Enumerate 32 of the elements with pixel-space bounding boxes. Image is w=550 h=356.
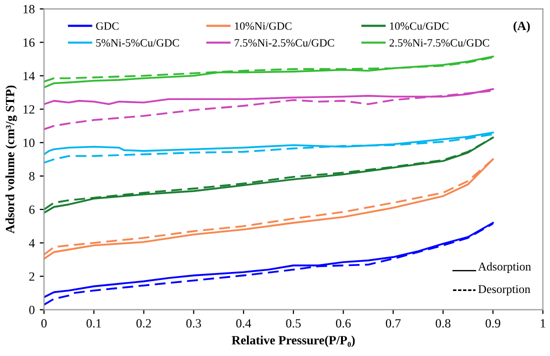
x-tick-label: 0.9 — [486, 319, 500, 328]
y-tick-label: 4 — [28, 238, 35, 248]
annotation: (A) — [514, 21, 530, 33]
legend-label: 2.5%Ni-7.5%Cu/GDC — [390, 39, 490, 47]
y-tick-label: 12 — [24, 105, 34, 114]
y-tick-label: 14 — [24, 72, 35, 80]
legend-label: 10%Cu/GDC — [390, 22, 448, 30]
x-tick-label: 0.2 — [136, 319, 151, 328]
y-tick-label: 10 — [24, 138, 34, 148]
x-tick-label: 0.8 — [436, 319, 450, 328]
y-tick-label: 8 — [29, 172, 34, 180]
legend-label: 10%Ni/GDC — [235, 22, 292, 30]
x-tick-label: 1 — [540, 319, 546, 328]
y-tick-label: 16 — [24, 38, 35, 47]
x-tick-label: 0.4 — [236, 319, 252, 328]
y-tick-label: 6 — [29, 206, 35, 214]
y-tick-label: 2 — [29, 272, 34, 281]
legend-label: 7.5%Ni-2.5%Cu/GDC — [234, 39, 334, 47]
x-tick-label: 0.1 — [86, 319, 101, 328]
x-tick-label: 0.5 — [286, 319, 301, 328]
y-tick-label: 18 — [24, 4, 34, 14]
x-axis-title: Relative Pressure(P/P₀) — [232, 336, 355, 347]
y-tick-label: 0 — [29, 306, 34, 314]
x-tick-label: 0.6 — [336, 319, 351, 328]
legend-label: GDC — [96, 22, 118, 30]
legend-label: 5%Ni-5%Cu/GDC — [96, 39, 179, 47]
x-tick-label: 0.7 — [386, 319, 401, 328]
annotation: Desorption — [478, 285, 530, 296]
y-axis-title: Adsord volume (cm³/g STP) — [5, 86, 17, 234]
x-tick-label: 0 — [41, 319, 47, 328]
annotation: Adsorption — [478, 262, 531, 273]
x-tick-label: 0.3 — [186, 319, 201, 328]
